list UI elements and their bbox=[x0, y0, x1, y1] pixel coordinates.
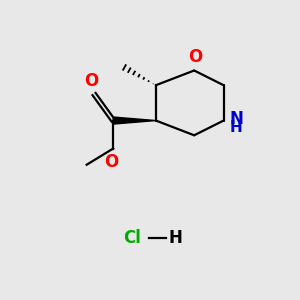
Text: O: O bbox=[188, 48, 203, 66]
Text: H: H bbox=[168, 229, 182, 247]
Text: O: O bbox=[84, 72, 98, 90]
Polygon shape bbox=[113, 117, 156, 124]
Text: H: H bbox=[230, 119, 242, 134]
Text: N: N bbox=[230, 110, 243, 128]
Text: O: O bbox=[105, 153, 119, 171]
Text: Cl: Cl bbox=[123, 229, 141, 247]
